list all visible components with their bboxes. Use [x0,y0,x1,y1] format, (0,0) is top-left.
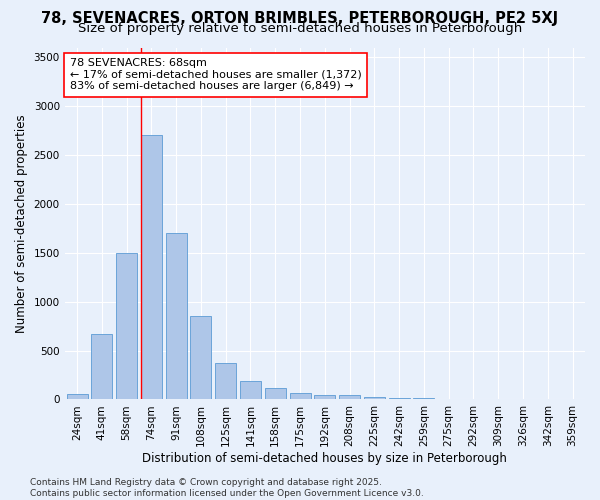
Bar [215,364,236,400]
X-axis label: Distribution of semi-detached houses by size in Peterborough: Distribution of semi-detached houses by … [142,452,507,465]
Bar [389,398,410,400]
Text: Contains HM Land Registry data © Crown copyright and database right 2025.
Contai: Contains HM Land Registry data © Crown c… [30,478,424,498]
Bar [290,392,311,400]
Bar [116,253,137,400]
Bar [265,388,286,400]
Bar [141,136,162,400]
Bar [166,234,187,400]
Text: 78, SEVENACRES, ORTON BRIMBLES, PETERBOROUGH, PE2 5XJ: 78, SEVENACRES, ORTON BRIMBLES, PETERBOR… [41,11,559,26]
Bar [364,396,385,400]
Bar [339,395,360,400]
Text: 78 SEVENACRES: 68sqm
← 17% of semi-detached houses are smaller (1,372)
83% of se: 78 SEVENACRES: 68sqm ← 17% of semi-detac… [70,58,362,92]
Bar [190,316,211,400]
Bar [91,334,112,400]
Y-axis label: Number of semi-detached properties: Number of semi-detached properties [15,114,28,333]
Text: Size of property relative to semi-detached houses in Peterborough: Size of property relative to semi-detach… [78,22,522,35]
Bar [240,382,261,400]
Bar [314,394,335,400]
Bar [67,394,88,400]
Bar [413,398,434,400]
